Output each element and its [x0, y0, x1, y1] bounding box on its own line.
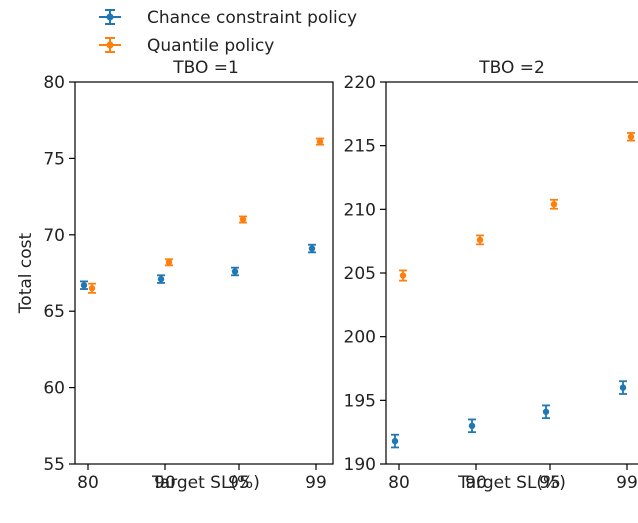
panel-1-point-quantile-95 [239, 215, 247, 224]
panel-1-point-chance-80 [80, 280, 88, 290]
panel-2-point-quantile-95 [550, 198, 558, 210]
panel-1-ytick-label: 80 [43, 73, 65, 93]
legend-label-quantile: Quantile policy [147, 36, 274, 56]
panel-2-point-quantile-80 [399, 269, 407, 282]
panel-1-point-quantile-99 [316, 137, 324, 146]
legend: Chance constraint policy Quantile policy [99, 8, 357, 56]
panel-2-axes-frame [385, 81, 638, 465]
panel-1-ytick-label: 60 [43, 379, 65, 399]
legend-label-chance: Chance constraint policy [147, 8, 357, 28]
panel-1-xtick-label: 99 [305, 473, 327, 493]
panel-2-ytick-label: 190 [344, 455, 376, 475]
panel-2-point-quantile-99 [627, 132, 635, 142]
panel-2-xtick-label: 90 [465, 473, 487, 493]
panel-2-xlabel: Target SL(%) [457, 473, 566, 493]
panel-2-xtick-label: 95 [539, 473, 561, 493]
panel-2-ytick-label: 215 [344, 137, 376, 157]
panel-2-ytick-label: 220 [344, 73, 376, 93]
panel-2-point-quantile-90 [476, 234, 484, 246]
panel-1-ylabel: Total cost [16, 232, 36, 314]
panel-1-point-chance-95 [231, 266, 239, 277]
panel-2-point-chance-99 [619, 380, 627, 395]
panel-1-xtick-label: 90 [154, 473, 176, 493]
legend-marker-quantile [99, 37, 121, 53]
panel-2-ytick-label: 200 [344, 328, 376, 348]
panel-1-ytick-label: 65 [43, 302, 65, 322]
panel-1-xtick-label: 80 [77, 473, 99, 493]
panel-1-title: TBO =1 [172, 58, 239, 78]
panel-1-xtick-label: 95 [228, 473, 250, 493]
panel-1-ytick-label: 75 [43, 149, 65, 169]
panel-tbo-2: TBO =2 Target SL(%) 190 195 200 205 210 215 22… [344, 58, 638, 493]
panel-1-ytick-label: 55 [43, 455, 65, 475]
panel-2-xtick-label: 99 [616, 473, 638, 493]
panel-2-point-chance-95 [542, 404, 550, 420]
panel-2-ytick-label: 205 [344, 264, 376, 284]
panel-2-point-chance-80 [391, 433, 399, 449]
panel-2-ytick-label: 210 [344, 200, 376, 220]
legend-marker-chance [99, 9, 121, 25]
panel-1-xlabel: Target SL(%) [151, 473, 260, 493]
panel-1-point-quantile-80 [88, 282, 96, 294]
panel-2-ytick-label: 195 [344, 391, 376, 411]
panel-2-title: TBO =2 [478, 58, 545, 78]
panel-tbo-1: TBO =1 Target SL(%) Total cost 55 60 65 70 7… [16, 58, 334, 493]
panel-2-xtick-label: 80 [388, 473, 410, 493]
panel-2-point-chance-90 [468, 418, 476, 434]
panel-1-point-quantile-90 [165, 258, 173, 267]
panel-1-ytick-label: 70 [43, 226, 65, 246]
panel-1-point-chance-90 [157, 274, 165, 284]
panel-1-axes-frame [74, 81, 334, 465]
panel-1-point-chance-99 [308, 243, 316, 254]
